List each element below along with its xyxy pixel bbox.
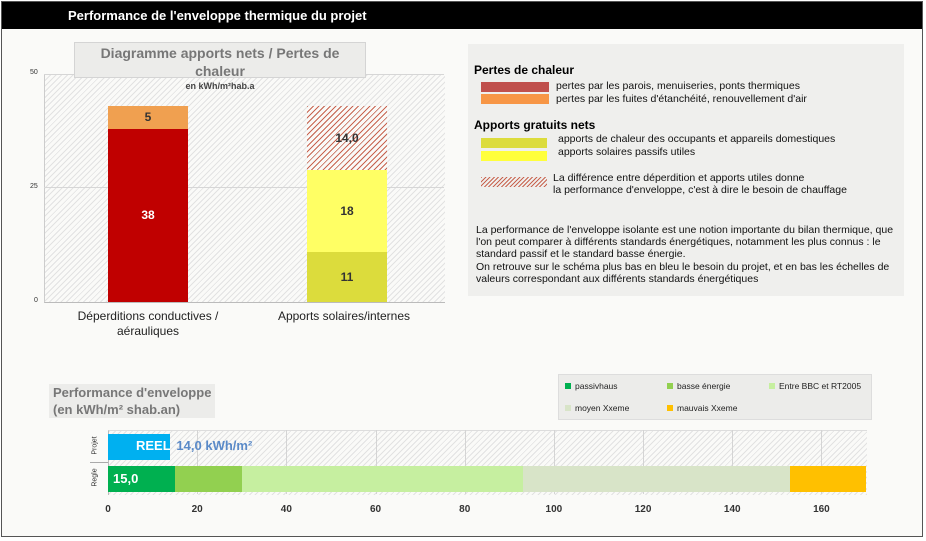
bar-data-label: 11 [340, 269, 354, 284]
projet-value-label: 14,0 kWh/m² [176, 438, 253, 453]
gridline-25 [44, 187, 444, 188]
regle-segment-1 [108, 466, 175, 492]
perf-legend-mauvais: mauvais Xxeme [667, 403, 737, 413]
perf-gridline [464, 430, 466, 494]
panel-title: Performance de l'enveloppe thermique du … [2, 2, 922, 29]
perf-x-tick: 100 [545, 504, 563, 515]
bar-data-label: 14,0 [335, 130, 359, 145]
perf-gridline [553, 430, 555, 494]
perf-x-tick: 140 [723, 504, 741, 515]
explanation-para-1: La performance de l'enveloppe isolante e… [476, 224, 894, 261]
projet-bar [108, 434, 171, 460]
perf-x-tick: 0 [105, 504, 111, 515]
bar-segment-2-3: 11 [307, 251, 387, 302]
bar-data-label: 18 [340, 203, 354, 218]
perf-x-tick: 120 [634, 504, 652, 515]
legend-pertes-parois: pertes par les parois, menuiseries, pont… [556, 80, 800, 92]
bar-data-label: 5 [144, 110, 152, 125]
y-tick-50: 50 [30, 69, 38, 76]
perf-subtitle: (en kWh/m² shab.an) [53, 402, 181, 417]
regle-segment-5 [790, 466, 866, 492]
perf-legend-bbc: Entre BBC et RT2005 [769, 381, 861, 391]
bar-segment-1-1: 38 [108, 128, 188, 302]
bbc-swatch [769, 383, 775, 389]
perf-x-tick: 60 [369, 504, 382, 515]
chart1-title: Diagramme apports nets / Pertes de chale… [100, 45, 340, 79]
legend-pertes-fuites: pertes par les fuites d'étanchéité, reno… [556, 93, 807, 105]
swatch-pertes-parois [481, 82, 549, 92]
perf-x-tick: 20 [191, 504, 203, 515]
legend-apports-occupants: apports de chaleur des occupants et appa… [558, 133, 836, 145]
perf-legend: passivhaus basse énergie Entre BBC et RT… [558, 374, 872, 420]
swatch-difference [481, 177, 547, 187]
regle-segment-2 [174, 466, 242, 492]
swatch-apports-solaires [481, 151, 547, 161]
y-tick-25: 25 [30, 183, 38, 190]
perf-title: Performance d'enveloppe [53, 385, 212, 400]
perf-x-tick: 40 [280, 504, 292, 515]
bar-data-label: 38 [141, 208, 155, 223]
legend-apports-title: Apports gratuits nets [474, 118, 596, 132]
perf-legend-label: basse énergie [677, 381, 731, 391]
row-label-projet: Projet [91, 436, 99, 455]
swatch-pertes-fuites [481, 94, 549, 104]
regle-segment-3 [241, 466, 523, 492]
explanation-para-2: On retrouve sur le schéma plus bas en bl… [476, 260, 890, 285]
explanation-text: La performance de l'enveloppe isolante e… [476, 224, 896, 285]
mauvais-swatch [667, 405, 673, 411]
perf-legend-moyen: moyen Xxeme [565, 403, 629, 413]
moyen-swatch [565, 405, 571, 411]
category-label-apports: Apports solaires/internes [277, 309, 411, 323]
category-label-deperditions: Déperditions conductives / aérauliques [77, 309, 219, 338]
perf-legend-label: mauvais Xxeme [677, 403, 738, 413]
perf-legend-passivhaus: passivhaus [565, 381, 618, 391]
perf-gridline [732, 430, 734, 494]
y-tick-0: 0 [34, 297, 38, 304]
legend-difference-line1: La différence entre déperdition et appor… [553, 172, 805, 184]
perf-gridline [286, 430, 288, 494]
bar-segment-2-4: 18 [307, 169, 387, 252]
bar-segment-1-2: 5 [108, 105, 188, 129]
perf-title-box: Performance d'enveloppe (en kWh/m² shab.… [49, 384, 216, 418]
perf-legend-basse-energie: basse énergie [667, 381, 730, 391]
projet-bar-label: REEL [136, 438, 171, 453]
perf-row-divider [90, 462, 108, 463]
perf-legend-label: moyen Xxeme [575, 403, 630, 413]
perf-gridline [197, 430, 199, 494]
regle-value-label: 15,0 [113, 471, 139, 486]
legend-pertes-title: Pertes de chaleur [474, 63, 575, 77]
chart1-subtitle: en kWh/m²hab.a [185, 81, 255, 91]
perf-legend-label: passivhaus [575, 381, 618, 391]
legend-apports-solaires: apports solaires passifs utiles [558, 146, 696, 158]
perf-x-tick: 160 [813, 504, 830, 515]
swatch-apports-occupants [481, 138, 547, 148]
basse-energie-swatch [667, 383, 673, 389]
perf-x-tick: 80 [459, 504, 471, 515]
perf-gridline [643, 430, 645, 494]
legend-difference-line2: la performance d'enveloppe, c'est à dire… [553, 184, 847, 196]
regle-segment-4 [522, 466, 791, 492]
row-label-regle: Regle [91, 468, 99, 487]
bar-segment-2-5: 14,0 [307, 105, 387, 170]
perf-legend-label: Entre BBC et RT2005 [779, 381, 862, 391]
perf-gridline [821, 430, 823, 494]
perf-gridline [375, 430, 377, 494]
chart1-title-box: Diagramme apports nets / Pertes de chale… [74, 42, 366, 91]
passivhaus-swatch [565, 383, 571, 389]
